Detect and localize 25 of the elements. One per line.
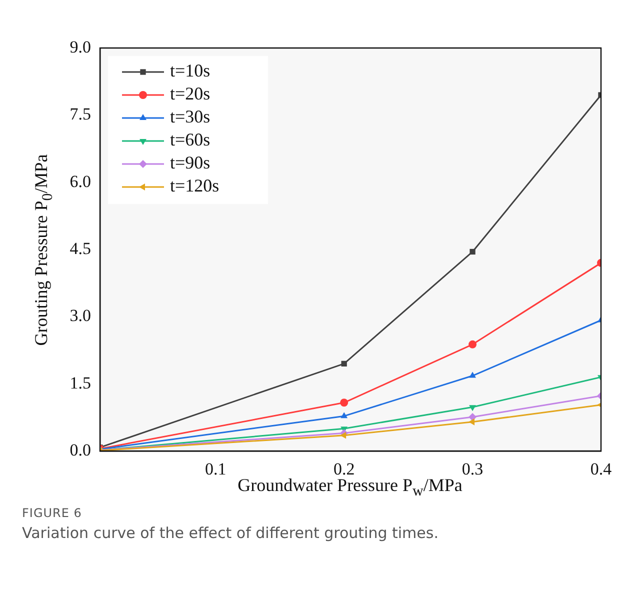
x-tick-label: 0.4 xyxy=(590,460,612,479)
x-tick-label: 0.3 xyxy=(462,460,484,479)
point xyxy=(340,432,346,439)
point xyxy=(341,360,347,367)
y-tick-label: 0.0 xyxy=(70,440,91,460)
y-tick-label: 7.5 xyxy=(70,104,91,124)
point xyxy=(468,418,475,426)
text: Variation curve of the effect of different grouting times. xyxy=(22,524,438,542)
y-tick-label: 4.5 xyxy=(70,238,91,258)
y-tick-label: 3.0 xyxy=(70,306,91,326)
y-tick-label: 6.0 xyxy=(70,172,91,191)
x-tick-label: 0.1 xyxy=(204,460,226,479)
legend-label: t=60s xyxy=(170,130,210,150)
y-tick-label: 1.5 xyxy=(70,373,91,392)
point xyxy=(469,372,476,378)
legend-label: t=10s xyxy=(170,60,210,81)
legend-label: t=120s xyxy=(170,176,220,196)
point xyxy=(340,412,348,418)
legend-label: t=90s xyxy=(170,152,210,173)
caption: FIGURE 6 xyxy=(22,506,83,520)
legend-label: t=20s xyxy=(170,84,210,104)
point xyxy=(469,405,476,412)
y-tick-label: 9.0 xyxy=(70,37,91,56)
legend-label: t=30s xyxy=(170,106,210,127)
point xyxy=(470,248,476,255)
